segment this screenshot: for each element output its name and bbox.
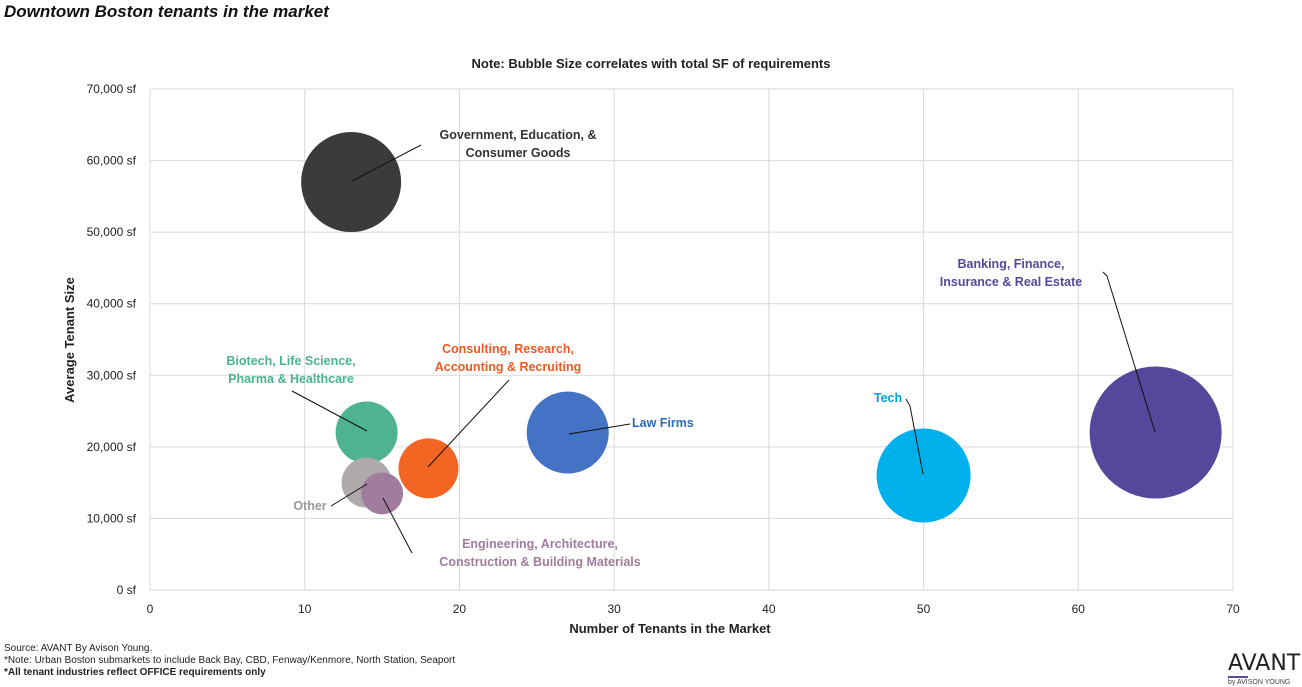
x-tick-label: 50 — [917, 602, 931, 616]
leader-line-4 — [427, 379, 510, 468]
brand-underline — [1228, 676, 1248, 678]
bubble-label-4: Consulting, Research, Accounting & Recrui… — [435, 342, 582, 374]
y-tick-label: 50,000 sf — [87, 225, 137, 239]
bubble-0 — [301, 132, 402, 233]
bubble-label-2: Tech — [874, 391, 902, 405]
bubble-label-line: Tech — [874, 391, 902, 405]
brand-subtitle: by AVISON YOUNG — [1228, 679, 1291, 686]
leader-line-2 — [905, 398, 924, 475]
bubble-1 — [1089, 366, 1222, 499]
x-tick-label: 30 — [607, 602, 621, 616]
bubble-label-line: Construction & Building Materials — [439, 555, 640, 569]
bubble-label-5: Biotech, Life Science, Pharma & Healthcar… — [226, 354, 355, 386]
leader-line-3 — [568, 423, 631, 435]
leader-layer — [291, 144, 1156, 554]
bubble-2 — [876, 428, 971, 523]
footer-office: *All tenant industries reflect OFFICE re… — [4, 667, 266, 678]
bubble-6 — [361, 472, 404, 515]
footer-note: *Note: Urban Boston submarkets to includ… — [4, 655, 456, 666]
page-title: Downtown Boston tenants in the market — [4, 2, 329, 21]
bubble-label-line: Insurance & Real Estate — [940, 275, 1082, 289]
bubble-layer — [301, 132, 1222, 523]
bubble-label-line: Other — [293, 499, 326, 513]
brand-logo: AVANT by AVISON YOUNG — [1228, 651, 1301, 686]
bubble-label-1: Banking, Finance, Insurance & Real Estate — [940, 257, 1082, 289]
leader-line-7 — [330, 483, 368, 507]
bubble-5 — [335, 401, 398, 464]
y-tick-label: 10,000 sf — [87, 511, 137, 525]
x-tick-label: 10 — [298, 602, 312, 616]
y-tick-label: 60,000 sf — [87, 154, 137, 168]
bubble-4 — [398, 438, 459, 499]
bubble-label-line: Consulting, Research, — [442, 342, 574, 356]
y-tick-label: 0 sf — [117, 583, 137, 597]
bubble-label-3: Law Firms — [632, 416, 694, 430]
axis-layer: 0 sf 10,000 sf 20,000 sf 30,000 sf 40,000 sf… — [87, 82, 1240, 616]
chart-note: Note: Bubble Size correlates with total … — [471, 56, 831, 71]
brand-name: AVANT — [1228, 651, 1301, 676]
footer-source: Source: AVANT By Avison Young. — [4, 643, 153, 654]
bubble-label-6: Engineering, Architecture, Construction &… — [439, 537, 640, 569]
x-axis-title: Number of Tenants in the Market — [569, 621, 771, 636]
x-tick-label: 0 — [147, 602, 154, 616]
bubble-label-line: Pharma & Healthcare — [228, 372, 354, 386]
y-tick-label: 30,000 sf — [87, 368, 137, 382]
bubble-label-line: Law Firms — [632, 416, 694, 430]
leader-line-5 — [291, 390, 368, 432]
label-layer: Government, Education, & Consumer Goods Ba… — [226, 128, 1082, 569]
bubble-label-0: Government, Education, & Consumer Goods — [440, 128, 597, 160]
bubble-3 — [526, 391, 609, 474]
x-tick-label: 20 — [453, 602, 467, 616]
x-tick-label: 70 — [1226, 602, 1240, 616]
leader-line-0 — [351, 144, 422, 182]
x-tick-label: 40 — [762, 602, 776, 616]
y-tick-label: 20,000 sf — [87, 440, 137, 454]
bubble-label-7: Other — [293, 499, 326, 513]
leader-line-6 — [382, 497, 413, 554]
leader-line-1 — [1102, 271, 1156, 433]
bubble-label-line: Government, Education, & — [440, 128, 597, 142]
y-tick-label: 70,000 sf — [87, 82, 137, 96]
x-tick-label: 60 — [1072, 602, 1086, 616]
bubble-label-line: Engineering, Architecture, — [462, 537, 618, 551]
y-tick-label: 40,000 sf — [87, 297, 137, 311]
y-axis-title: Average Tenant Size — [62, 277, 77, 403]
bubble-label-line: Biotech, Life Science, — [226, 354, 355, 368]
bubble-label-line: Consumer Goods — [466, 146, 571, 160]
bubble-label-line: Accounting & Recruiting — [435, 360, 582, 374]
bubble-label-line: Banking, Finance, — [958, 257, 1065, 271]
